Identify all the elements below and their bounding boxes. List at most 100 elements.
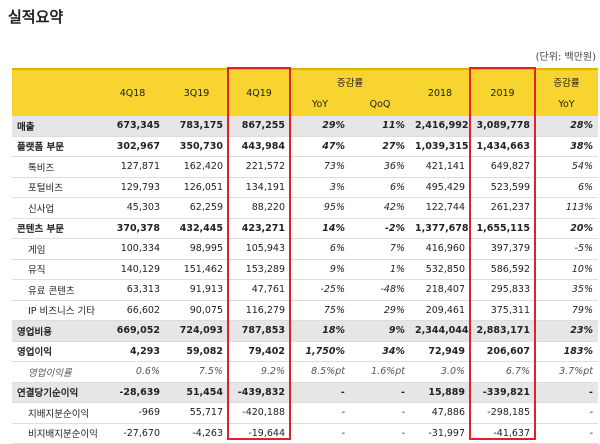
- cell: 397,379: [470, 238, 536, 260]
- cell: 100,334: [100, 238, 165, 260]
- cell: 783,175: [165, 116, 228, 137]
- cell: 1,377,678: [410, 218, 471, 239]
- cell: -31,997: [410, 423, 471, 444]
- cell: 7.5%: [165, 361, 228, 383]
- cell: 495,429: [410, 177, 471, 198]
- cell: -48%: [350, 279, 411, 301]
- cell: 421,141: [410, 156, 471, 178]
- cell: -: [350, 382, 411, 403]
- subheader-cell: YoY: [290, 93, 350, 116]
- cell: 8.5%pt: [290, 361, 350, 383]
- cell: 9%: [350, 320, 411, 342]
- cell: 151,462: [165, 259, 228, 280]
- cell: -: [350, 423, 411, 444]
- cell: 1,039,315: [410, 136, 471, 157]
- cell: 36%: [350, 156, 411, 178]
- cell: 295,833: [470, 279, 536, 301]
- cell: 370,378: [100, 218, 165, 239]
- cell: 416,960: [410, 238, 471, 260]
- cell: 523,599: [470, 177, 536, 198]
- cell: 28%: [535, 116, 599, 137]
- cell: 206,607: [470, 341, 536, 362]
- row-label: 포털비즈: [12, 177, 100, 198]
- cell: 72,949: [410, 341, 471, 362]
- cell: 261,237: [470, 197, 536, 219]
- cell: 1,434,663: [470, 136, 536, 157]
- cell: 27%: [350, 136, 411, 157]
- cell: 47,886: [410, 402, 471, 424]
- cell: 105,943: [228, 238, 290, 260]
- cell: 3%: [290, 177, 350, 198]
- cell: 73%: [290, 156, 350, 178]
- row-label: 비지배지분순이익: [12, 423, 100, 444]
- cell: 0.6%: [100, 361, 165, 383]
- cell: 3.0%: [410, 361, 471, 383]
- cell: 79,402: [228, 341, 290, 362]
- header-cell: 2019: [470, 68, 536, 116]
- cell: 11%: [350, 116, 411, 137]
- table-row: 게임 100,334 98,995 105,943 6% 7% 416,960 397,379…: [12, 238, 599, 260]
- cell: -28,639: [100, 382, 165, 403]
- cell: -: [535, 382, 599, 403]
- cell: 6%: [290, 238, 350, 260]
- table-row: 뮤직 140,129 151,462 153,289 9% 1% 532,850 586,59…: [12, 259, 599, 280]
- table-row: 유료 콘텐츠 63,313 91,913 47,761 -25% -48% 218,407 2…: [12, 279, 599, 301]
- cell: -: [535, 423, 599, 444]
- cell: 75%: [290, 300, 350, 321]
- cell: 209,461: [410, 300, 471, 321]
- cell: 113%: [535, 197, 599, 219]
- cell: 29%: [350, 300, 411, 321]
- subheader-cell: YoY: [535, 93, 599, 116]
- cell: 34%: [350, 341, 411, 362]
- cell: 35%: [535, 279, 599, 301]
- cell: -: [350, 402, 411, 424]
- table-row: 콘텐츠 부문 370,378 432,445 423,271 14% -2% 1,377,6…: [12, 218, 599, 239]
- row-label: 영업이익률: [12, 361, 100, 383]
- cell: 153,289: [228, 259, 290, 280]
- header-cell: 4Q18: [100, 68, 165, 116]
- cell: 1.6%pt: [350, 361, 411, 383]
- cell: 669,052: [100, 320, 165, 342]
- cell: 2,344,044: [410, 320, 471, 342]
- cell: 62,259: [165, 197, 228, 219]
- subheader-cell: QoQ: [350, 93, 411, 116]
- row-label: 영업비용: [12, 320, 100, 342]
- header-cell: 2018: [410, 68, 471, 116]
- cell: -25%: [290, 279, 350, 301]
- cell: 66,602: [100, 300, 165, 321]
- cell: -: [290, 402, 350, 424]
- cell: 867,255: [228, 116, 290, 137]
- table-header: 4Q18 3Q19 4Q19 증감률 2018 2019 증감률 YoY QoQ…: [12, 68, 599, 116]
- cell: -2%: [350, 218, 411, 239]
- cell: -: [290, 423, 350, 444]
- cell: -339,821: [470, 382, 536, 403]
- cell: 2,883,171: [470, 320, 536, 342]
- header-cell: 증감률: [290, 68, 411, 93]
- row-label: 톡비즈: [12, 156, 100, 178]
- cell: -298,185: [470, 402, 536, 424]
- row-label: 연결당기순이익: [12, 382, 100, 403]
- header-cell: 4Q19: [228, 68, 290, 116]
- title: 실적요약: [8, 8, 64, 26]
- row-label: 뮤직: [12, 259, 100, 280]
- cell: 423,271: [228, 218, 290, 239]
- cell: 2,416,992: [410, 116, 471, 137]
- cell: 18%: [290, 320, 350, 342]
- unit: (단위: 백만원): [535, 52, 596, 63]
- cell: 218,407: [410, 279, 471, 301]
- cell: 129,793: [100, 177, 165, 198]
- cell: 586,592: [470, 259, 536, 280]
- row-label: 콘텐츠 부문: [12, 218, 100, 239]
- cell: 95%: [290, 197, 350, 219]
- cell: 42%: [350, 197, 411, 219]
- cell: 79%: [535, 300, 599, 321]
- cell: 375,311: [470, 300, 536, 321]
- cell: -27,670: [100, 423, 165, 444]
- table-row: IP 비즈니스 기타 66,602 90,075 116,279 75% 29% 209,4…: [12, 300, 599, 321]
- row-label: 유료 콘텐츠: [12, 279, 100, 301]
- table-row: 지배지분순이익 -969 55,717 -420,188- -47,886 -298,18…: [12, 402, 599, 424]
- table-row: 영업비용 669,052 724,093 787,853 18% 9% 2,344,044 2…: [12, 320, 599, 342]
- cell: 532,850: [410, 259, 471, 280]
- cell: 3.7%pt: [535, 361, 599, 383]
